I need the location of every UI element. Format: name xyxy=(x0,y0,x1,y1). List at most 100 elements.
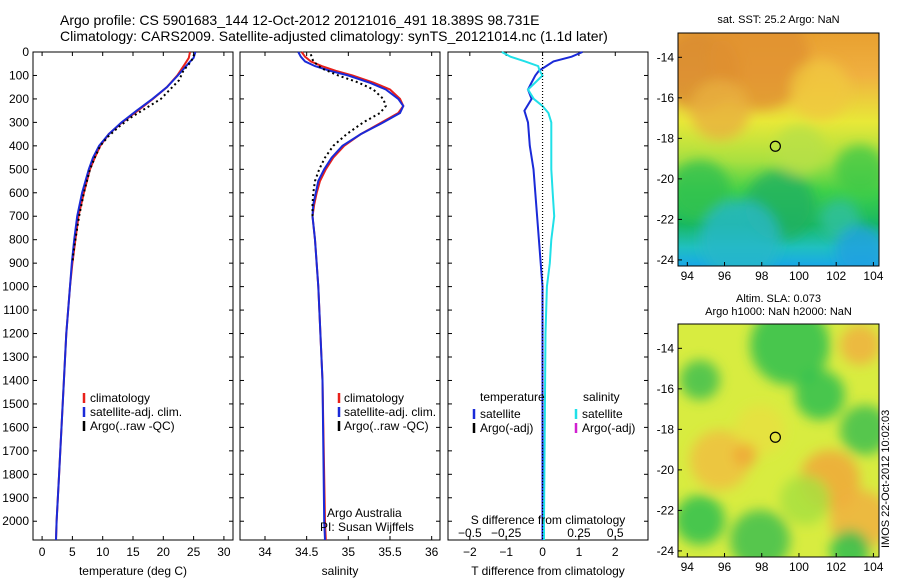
x-tick-label: 1 xyxy=(576,545,583,559)
map-x-tick-label: 98 xyxy=(755,560,769,574)
map-frame-sla xyxy=(677,323,880,558)
map-title: Altim. SLA: 0.073 xyxy=(736,293,821,305)
map-field-sst xyxy=(678,33,879,266)
map-field-sla xyxy=(678,324,879,557)
map-y-tick-label: -22 xyxy=(657,212,675,226)
panel-frame-temperature xyxy=(32,51,234,541)
x-tick-label: 0 xyxy=(39,545,46,559)
depth-tick-label: 1800 xyxy=(2,467,29,481)
panel-frame-salinity xyxy=(239,51,441,541)
x-axis-label: salinity xyxy=(322,564,359,578)
series-line-s-satellite xyxy=(501,51,556,540)
panel-frame-difference xyxy=(447,51,649,541)
float-location-marker xyxy=(769,431,781,443)
depth-tick-label: 400 xyxy=(9,139,29,153)
legend-label: Argo(-adj) xyxy=(582,421,635,435)
s-tick-label: 0.5 xyxy=(607,526,624,540)
depth-tick-label: 1200 xyxy=(2,327,29,341)
s-tick-label: −0.25 xyxy=(491,526,522,540)
map-y-tick-label: -20 xyxy=(657,463,675,477)
depth-tick-label: 500 xyxy=(9,162,29,176)
sla-blob xyxy=(690,430,750,490)
depth-tick-label: 800 xyxy=(9,233,29,247)
sla-blob xyxy=(680,360,720,400)
map-y-tick-label: -18 xyxy=(657,131,675,145)
depth-tick-label: 900 xyxy=(9,256,29,270)
map-x-tick-label: 100 xyxy=(789,269,809,283)
sla-blob xyxy=(830,530,870,557)
sla-blob xyxy=(795,370,845,420)
legend-label: Argo(..raw -QC) xyxy=(90,419,175,433)
legend-label: climatology xyxy=(344,391,404,405)
series-line-satellite xyxy=(55,51,197,541)
map-subtitle: Argo h1000: NaN h2000: NaN xyxy=(705,306,852,318)
depth-tick-label: 2000 xyxy=(2,514,29,528)
x-tick-label: 30 xyxy=(217,545,231,559)
x-tick-label: 0 xyxy=(539,545,546,559)
map-y-tick-label: -16 xyxy=(657,91,675,105)
sst-blob xyxy=(775,125,825,175)
depth-tick-label: 1500 xyxy=(2,397,29,411)
depth-tick-label: 1700 xyxy=(2,444,29,458)
sla-blob xyxy=(780,475,830,525)
credit-line: PI: Susan Wijffels xyxy=(320,520,414,534)
map-y-tick-label: -20 xyxy=(657,172,675,186)
credit-line: Argo Australia xyxy=(327,506,402,520)
map-x-tick-label: 104 xyxy=(863,560,883,574)
map-x-tick-label: 100 xyxy=(789,560,809,574)
map-y-tick-label: -14 xyxy=(657,341,675,355)
map-x-tick-label: 104 xyxy=(863,269,883,283)
sla-blob xyxy=(678,495,725,545)
depth-tick-label: 1600 xyxy=(2,420,29,434)
depth-tick-label: 700 xyxy=(9,209,29,223)
sla-blob xyxy=(733,443,757,467)
sla-blob xyxy=(730,510,790,557)
legend-label: satellite xyxy=(480,407,521,421)
x-tick-label: 35 xyxy=(342,545,356,559)
legend-label: Argo(..raw -QC) xyxy=(344,419,429,433)
legend-label: satellite-adj. clim. xyxy=(90,405,182,419)
depth-tick-label: 0 xyxy=(22,45,29,59)
sla-blob xyxy=(750,324,830,385)
x-tick-label: 5 xyxy=(69,545,76,559)
legend-label: Argo(-adj) xyxy=(480,421,533,435)
series-line-argo xyxy=(71,53,196,264)
depth-tick-label: 1400 xyxy=(2,373,29,387)
series-line-satellite xyxy=(297,51,405,541)
map-x-tick-label: 94 xyxy=(681,560,695,574)
map-y-tick-label: -22 xyxy=(657,503,675,517)
depth-tick-label: 300 xyxy=(9,115,29,129)
map-title: sat. SST: 25.2 Argo: NaN xyxy=(717,14,839,26)
sst-blob xyxy=(835,225,879,266)
x-tick-label: 15 xyxy=(126,545,140,559)
map-x-tick-label: 102 xyxy=(826,269,846,283)
depth-tick-label: 1000 xyxy=(2,280,29,294)
s-tick-label: −0.5 xyxy=(458,526,482,540)
map-x-tick-label: 96 xyxy=(718,269,732,283)
x-tick-label: 2 xyxy=(612,545,619,559)
legend-label: climatology xyxy=(90,391,150,405)
depth-tick-label: 1300 xyxy=(2,350,29,364)
depth-tick-label: 200 xyxy=(9,92,29,106)
sla-blob xyxy=(840,405,879,455)
x-axis-label: temperature (deg C) xyxy=(79,564,187,578)
sla-blob xyxy=(840,325,879,365)
depth-tick-label: 600 xyxy=(9,186,29,200)
legend-header: temperature xyxy=(480,390,545,404)
sla-blob xyxy=(735,405,785,455)
legend-header: salinity xyxy=(583,390,620,404)
x-tick-label: 25 xyxy=(187,545,201,559)
s-tick-label: 0.25 xyxy=(567,526,591,540)
map-y-tick-label: -18 xyxy=(657,422,675,436)
map-y-tick-label: -24 xyxy=(657,544,675,558)
x-tick-label: 36 xyxy=(425,545,439,559)
map-x-tick-label: 98 xyxy=(755,269,769,283)
figure-title-line1: Argo profile: CS 5901683_144 12-Oct-2012… xyxy=(60,12,540,28)
float-location-marker xyxy=(769,140,781,152)
depth-tick-label: 1100 xyxy=(3,303,29,317)
sst-blob xyxy=(700,200,780,266)
x-tick-label: 10 xyxy=(96,545,110,559)
legend-label: satellite xyxy=(582,407,623,421)
s-axis-label: S difference from climatology xyxy=(471,513,626,527)
